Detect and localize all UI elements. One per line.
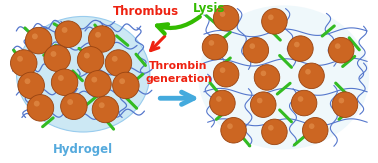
Circle shape <box>213 61 239 87</box>
Circle shape <box>11 50 37 76</box>
Circle shape <box>202 34 228 60</box>
Circle shape <box>260 71 266 76</box>
Ellipse shape <box>17 16 150 132</box>
Ellipse shape <box>198 5 369 149</box>
Circle shape <box>254 65 280 90</box>
Circle shape <box>25 78 30 84</box>
Circle shape <box>299 63 324 89</box>
Circle shape <box>34 101 40 107</box>
Circle shape <box>27 95 54 121</box>
Circle shape <box>25 27 52 54</box>
Circle shape <box>291 90 317 116</box>
Text: Hydrogel: Hydrogel <box>53 143 113 156</box>
Circle shape <box>44 45 70 72</box>
Circle shape <box>62 27 68 33</box>
Text: Lysis: Lysis <box>193 2 226 15</box>
Circle shape <box>339 98 344 103</box>
Circle shape <box>216 96 222 102</box>
Circle shape <box>17 56 23 62</box>
Circle shape <box>332 92 358 117</box>
Circle shape <box>84 53 90 59</box>
Circle shape <box>58 75 64 81</box>
Circle shape <box>77 47 104 73</box>
Circle shape <box>88 26 115 52</box>
Circle shape <box>99 102 105 108</box>
Circle shape <box>268 15 274 20</box>
Circle shape <box>51 51 56 57</box>
Circle shape <box>309 123 314 129</box>
Circle shape <box>209 40 214 46</box>
Circle shape <box>213 5 239 31</box>
Circle shape <box>51 69 78 96</box>
Circle shape <box>105 50 132 76</box>
Circle shape <box>113 72 139 99</box>
Circle shape <box>92 96 119 123</box>
Circle shape <box>227 123 233 129</box>
Circle shape <box>335 43 341 49</box>
Circle shape <box>298 96 304 102</box>
Circle shape <box>210 90 235 116</box>
Circle shape <box>249 43 255 49</box>
Circle shape <box>18 72 45 99</box>
Circle shape <box>294 42 300 47</box>
Circle shape <box>119 78 125 84</box>
Circle shape <box>60 93 87 119</box>
Circle shape <box>302 118 328 143</box>
Circle shape <box>67 99 73 105</box>
Circle shape <box>288 36 313 61</box>
Circle shape <box>55 21 82 47</box>
Circle shape <box>243 37 269 63</box>
Circle shape <box>305 69 311 74</box>
Text: Thrombin
generation: Thrombin generation <box>145 61 212 84</box>
Circle shape <box>220 11 225 17</box>
Circle shape <box>328 37 354 63</box>
Circle shape <box>85 71 111 97</box>
Circle shape <box>251 92 276 117</box>
Circle shape <box>257 98 262 103</box>
Circle shape <box>262 9 287 34</box>
Circle shape <box>112 56 118 62</box>
Circle shape <box>95 32 101 38</box>
Circle shape <box>220 67 225 73</box>
Circle shape <box>262 119 287 145</box>
Circle shape <box>221 118 246 143</box>
Text: Thrombus: Thrombus <box>113 5 179 18</box>
Circle shape <box>32 33 38 39</box>
Circle shape <box>91 77 97 82</box>
Circle shape <box>268 125 274 131</box>
